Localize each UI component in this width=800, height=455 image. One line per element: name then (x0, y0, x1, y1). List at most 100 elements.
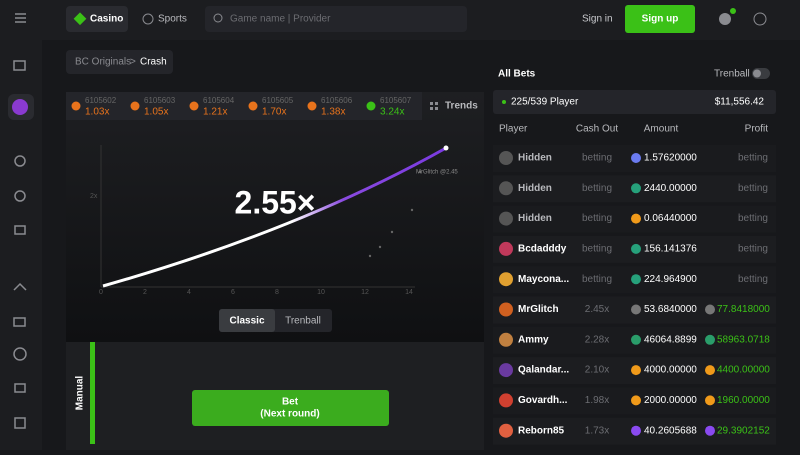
player-name: Maycona... (518, 274, 569, 285)
trends-label[interactable]: Trends (445, 101, 478, 112)
icon[interactable] (13, 282, 27, 291)
round-id: 6105603 (144, 96, 176, 105)
x-axis-label: 0 (99, 289, 103, 296)
profit-coin (705, 334, 715, 345)
bet-rows: Hidden betting 1.57620000 betting Hidden bett… (493, 145, 776, 445)
icon[interactable] (14, 155, 26, 167)
amount: 156.141376 (644, 244, 697, 255)
coin (631, 183, 641, 194)
profit: 4400.00000 (717, 365, 770, 376)
sports-label[interactable]: Sports (158, 14, 187, 25)
bet-label[interactable]: Bet (282, 397, 299, 408)
round-id: 6105606 (321, 96, 353, 105)
round-multiplier: 3.24x (380, 107, 404, 118)
round-multiplier: 1.03x (85, 107, 109, 118)
icon[interactable] (14, 417, 26, 429)
profit: 1960.00000 (717, 395, 770, 406)
avatar (499, 151, 513, 165)
player-name: Ammy (518, 334, 549, 345)
search-box[interactable] (205, 6, 467, 32)
current-multiplier: 2.55× (235, 184, 316, 220)
language-icon[interactable] (753, 12, 767, 26)
amount: 2440.00000 (644, 183, 697, 194)
avatar (499, 181, 513, 196)
cash-out: 1.98x (585, 395, 609, 406)
crash-icon (12, 99, 28, 115)
history: 6105602 1.03x 6105603 1.05x 6105604 1.21x 6105… (71, 96, 412, 118)
avatar (499, 423, 513, 438)
amount: 2000.00000 (644, 395, 697, 406)
x-axis-label: 10 (317, 289, 325, 296)
round-id: 6105604 (203, 96, 235, 105)
amount: 40.2605688 (644, 425, 697, 436)
avatar (499, 332, 513, 347)
profit: betting (738, 244, 768, 255)
amount: 1.57620000 (644, 153, 697, 164)
column-header: Cash Out (576, 124, 618, 135)
amount: 0.06440000 (644, 213, 697, 224)
coin (631, 304, 641, 315)
cash-out: betting (582, 274, 612, 285)
sidebar-icons (13, 13, 27, 429)
icon[interactable] (14, 190, 26, 202)
player-count: 225/539 Player (511, 97, 579, 108)
round-id: 6105605 (262, 96, 294, 105)
icon[interactable] (14, 383, 26, 393)
manual-tab[interactable]: Manual (75, 376, 86, 411)
players-bar (493, 90, 776, 114)
coin (631, 425, 641, 436)
profit-coin (705, 365, 715, 376)
history-bar (66, 92, 422, 120)
profit: betting (738, 183, 768, 194)
casino-tab[interactable] (66, 6, 128, 32)
total-amount: $11,556.42 (715, 97, 765, 108)
icon[interactable] (13, 347, 27, 361)
column-header: Player (499, 124, 528, 135)
x-axis-label: 2 (143, 289, 147, 296)
crash-curve (102, 146, 447, 288)
curve-label: MrGlitch @2.45 (416, 170, 458, 176)
column-header: Amount (644, 124, 679, 135)
profit: betting (738, 213, 768, 224)
bet-button[interactable] (192, 390, 389, 426)
gift-icon[interactable] (13, 60, 26, 71)
icon[interactable] (14, 225, 26, 235)
breadcrumb-separator: > (130, 57, 136, 68)
sign-up-label[interactable]: Sign up (642, 14, 679, 25)
amount: 46064.8899 (644, 334, 697, 345)
profit-coin (705, 395, 715, 406)
cash-out: 2.28x (585, 334, 609, 345)
sports-icon (142, 13, 154, 25)
coin (631, 274, 641, 285)
tab-trenball[interactable]: Trenball (285, 316, 321, 327)
trends-icon (430, 102, 438, 110)
avatar (499, 211, 513, 226)
breadcrumb (66, 50, 173, 74)
profit: 29.3902152 (717, 425, 770, 436)
chat-icon[interactable] (719, 13, 731, 25)
coin (631, 365, 641, 376)
amount: 224.964900 (644, 274, 697, 285)
casino-label[interactable]: Casino (90, 14, 123, 25)
icon[interactable] (13, 317, 26, 327)
column-header: Profit (745, 124, 769, 135)
online-dot (502, 100, 506, 104)
chat-dot (730, 8, 736, 14)
breadcrumb-parent[interactable]: BC Originals (75, 57, 131, 68)
round-id: 6105607 (380, 96, 412, 105)
profit: betting (738, 153, 768, 164)
tab-classic[interactable]: Classic (229, 316, 264, 327)
x-axis-label: 12 (361, 289, 369, 296)
profit-coin (705, 304, 715, 315)
curve-head (443, 145, 449, 151)
sign-up-button[interactable] (625, 5, 695, 33)
cash-out: betting (582, 244, 612, 255)
bet-note[interactable]: (Next round) (260, 409, 319, 420)
x-axis-label: 6 (231, 289, 235, 296)
sign-in[interactable]: Sign in (582, 14, 613, 25)
menu-icon[interactable] (15, 13, 26, 23)
x-axis-label: 8 (275, 289, 279, 296)
player-name: Govardh... (518, 395, 568, 406)
search-placeholder[interactable]: Game name | Provider (230, 14, 331, 25)
